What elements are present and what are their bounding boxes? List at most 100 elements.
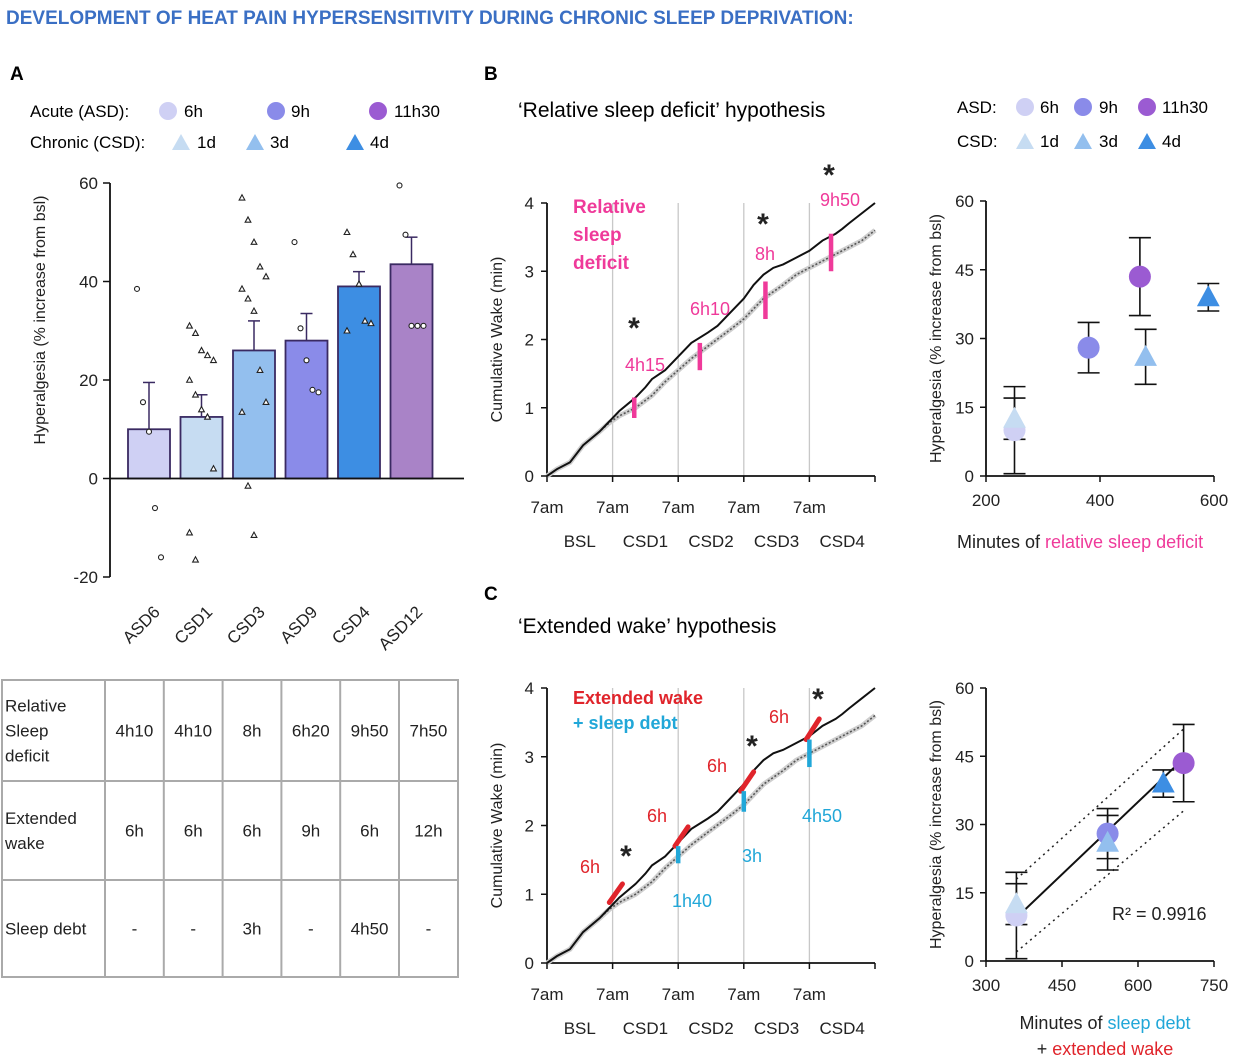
data-point — [361, 316, 369, 324]
y-tick-label: 0 — [965, 467, 974, 486]
legend-csd1-marker — [172, 134, 190, 150]
significance-asterisk: * — [628, 312, 640, 345]
significance-asterisk: * — [823, 159, 835, 192]
data-point — [191, 329, 200, 337]
panel-b-title: ‘Relative sleep deficit’ hypothesis — [518, 99, 825, 122]
legend-csd4-marker — [346, 134, 364, 150]
panel-label-b: B — [484, 64, 498, 85]
legend-b-csd1-marker — [1016, 133, 1034, 149]
data-point — [185, 528, 194, 536]
data-point — [209, 464, 218, 472]
point-asd12 — [1128, 265, 1151, 288]
table-border — [1, 679, 459, 978]
y-tick-label: 0 — [525, 467, 534, 486]
point-csd4 — [1196, 285, 1220, 307]
extended-wake-segment — [672, 824, 691, 849]
y-tick-label: 60 — [79, 174, 98, 193]
data-point — [209, 356, 218, 364]
data-point — [349, 250, 357, 258]
x-axis-label-prefix: Minutes of — [1019, 1013, 1107, 1033]
table-cell: 6h — [184, 822, 203, 841]
x-tick-label: 450 — [1048, 976, 1076, 995]
table-cell: 3h — [243, 920, 262, 939]
legend-asd12-marker — [369, 102, 387, 120]
significance-asterisk: * — [746, 730, 758, 763]
data-point — [315, 389, 322, 396]
point-csd1 — [1005, 892, 1028, 914]
data-point — [250, 306, 258, 314]
x-tick-label: 200 — [972, 491, 1000, 510]
x-tick-label: CSD4 — [328, 602, 374, 648]
legend-b-asd6-marker — [1016, 98, 1034, 116]
data-point — [262, 398, 270, 405]
day-label: CSD2 — [688, 532, 733, 551]
table-cell: 6h20 — [292, 722, 330, 741]
data-point — [238, 284, 246, 292]
table-cell: - — [132, 920, 138, 939]
sleep-deprived-line — [546, 202, 876, 477]
x-tick-label: 400 — [1086, 491, 1114, 510]
x-axis-label-highlight: sleep debt — [1107, 1013, 1190, 1033]
x-tick-label: 7am — [530, 985, 563, 1004]
data-point — [139, 399, 147, 406]
legend-b-csd4-marker — [1138, 133, 1156, 149]
y-tick-label: 3 — [525, 262, 534, 281]
x-tick-label: 7am — [727, 985, 760, 1004]
data-point — [238, 407, 246, 415]
x-tick-label: 300 — [972, 976, 1000, 995]
legend-b-asd6-label: 6h — [1040, 98, 1059, 117]
deficit-label: 9h50 — [820, 190, 860, 210]
data-point — [297, 325, 304, 332]
day-label: CSD1 — [623, 1019, 668, 1038]
table-cell: 4h50 — [351, 920, 389, 939]
extended-wake-segment — [606, 881, 625, 905]
y-tick-label: 40 — [79, 273, 98, 292]
x-tick-label: 600 — [1200, 491, 1228, 510]
confidence-band-upper — [1015, 728, 1185, 880]
legend-a: Acute (ASD): Chronic (CSD): 6h 9h 11h30 … — [30, 102, 440, 152]
x-tick-label: 7am — [793, 985, 826, 1004]
y-tick-label: 30 — [955, 816, 974, 835]
day-label: CSD3 — [754, 532, 799, 551]
panel-label-a: A — [10, 64, 24, 85]
data-point — [197, 405, 206, 413]
legend-asd9-label: 9h — [291, 102, 310, 121]
table-cell: 6h — [243, 822, 262, 841]
point-asd12 — [1172, 752, 1195, 775]
y-tick-label: 30 — [955, 330, 974, 349]
data-point — [256, 365, 264, 373]
bar-asd6 — [127, 428, 171, 480]
data-point — [250, 237, 258, 245]
significance-asterisk: * — [757, 208, 769, 241]
data-point — [343, 326, 351, 334]
x-tick-label: ASD12 — [375, 602, 427, 654]
extended-wake-legend: Extended wake — [573, 688, 703, 708]
y-tick-label: 15 — [955, 398, 974, 417]
x-tick-label: 600 — [1124, 976, 1152, 995]
data-point — [414, 322, 421, 329]
x-axis-label-highlight: extended wake — [1052, 1039, 1173, 1059]
deficit-label: 6h10 — [690, 299, 730, 319]
data-point — [408, 322, 415, 329]
deficit-label: 4h15 — [625, 355, 665, 375]
x-tick-label: 7am — [662, 985, 695, 1004]
data-point — [367, 319, 375, 327]
data-point — [256, 262, 264, 270]
legend-b-asd9-marker — [1074, 98, 1092, 116]
table-cell: - — [426, 920, 432, 939]
y-tick-label: 3 — [525, 748, 534, 767]
y-tick-label: 1 — [525, 399, 534, 418]
r-squared-label: R² = 0.9916 — [1112, 904, 1207, 924]
extended-wake-label: 6h — [769, 707, 789, 727]
data-point — [191, 555, 200, 563]
sleep-parameters-table: Relative Sleep deficit 4h10 4h10 8h 6h20 9h50 7h… — [1, 679, 459, 978]
y-axis-label: Hyperalgesia (% increase from bsl) — [928, 700, 945, 949]
y-tick-label: 60 — [955, 679, 974, 698]
day-label: CSD1 — [623, 532, 668, 551]
y-axis-label: Cumulative Wake (min) — [489, 257, 506, 423]
legend-b-csd-label: CSD: — [957, 132, 998, 151]
y-tick-label: 4 — [525, 679, 534, 698]
x-tick-label: 7am — [793, 498, 826, 517]
legend-b-asd12-marker — [1138, 98, 1156, 116]
legend-b: ASD: CSD: 6h 9h 11h30 1d 3d 4d — [957, 98, 1208, 151]
